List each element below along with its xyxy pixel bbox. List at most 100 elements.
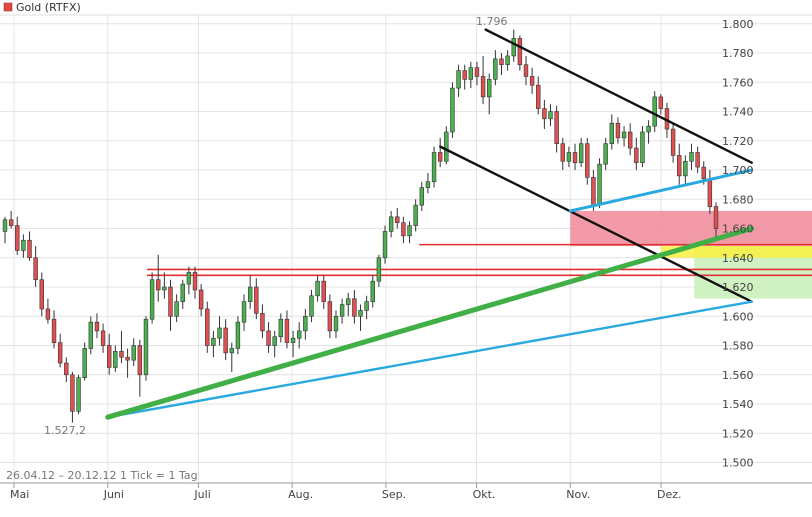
price-zone [570, 210, 812, 247]
trend-line [105, 226, 755, 420]
y-tick-label: 1.680 [722, 193, 754, 206]
candles [2, 29, 719, 423]
candle-body [223, 327, 228, 354]
candle-body [487, 79, 492, 98]
candle-body [352, 298, 357, 317]
y-tick-label: 1.560 [722, 369, 754, 382]
candle-body [456, 70, 461, 89]
candle-body [211, 337, 216, 346]
candle-body [591, 177, 596, 206]
candle-body [82, 348, 87, 379]
candle-body [370, 280, 375, 302]
x-tick-label: Aug. [288, 488, 313, 501]
candle-body [131, 345, 136, 361]
trend-line [106, 300, 753, 419]
candle-body [701, 166, 706, 180]
candle-body [119, 351, 124, 358]
candle-body [113, 351, 118, 368]
y-tick-label: 1.540 [722, 398, 754, 411]
candle-body [2, 219, 8, 232]
candle-body [346, 298, 351, 305]
candle-body [566, 152, 572, 162]
candle-body [621, 131, 627, 139]
low-label: 1.527,2 [44, 424, 86, 437]
candle-body [168, 286, 173, 317]
y-tick-label: 1.500 [722, 457, 754, 470]
candle-body [572, 152, 578, 164]
candle-body [156, 279, 161, 291]
y-tick-label: 1.620 [722, 281, 754, 294]
candle-body [646, 125, 651, 133]
candle-body [321, 280, 326, 302]
candle-body [670, 128, 676, 156]
candle-body [45, 308, 51, 320]
candle-body [450, 87, 455, 133]
candle-body [143, 318, 149, 376]
candle-body [609, 122, 615, 144]
trend-line [484, 28, 753, 164]
candle-body [505, 55, 510, 66]
candle-body [39, 279, 44, 310]
candle-body [554, 111, 559, 145]
candle-body [333, 315, 339, 332]
candle-body [713, 206, 719, 229]
candle-body [468, 67, 474, 80]
candle-body [260, 313, 265, 332]
y-tick-label: 1.740 [722, 106, 754, 119]
candle-body [57, 342, 63, 364]
candle-body [437, 152, 443, 162]
candle-body [229, 348, 234, 354]
candle-body [707, 178, 713, 207]
candle-body [125, 356, 130, 361]
y-tick-label: 1.760 [722, 76, 754, 89]
candle-body [542, 108, 547, 120]
candle-body [297, 330, 302, 339]
candle-body [266, 330, 271, 346]
candle-body [444, 131, 449, 162]
candle-body [652, 96, 657, 127]
candle-body [597, 163, 602, 206]
candle-body [536, 84, 541, 109]
high-label: 1.796 [476, 15, 508, 28]
candle-body [689, 152, 694, 162]
candle-body [615, 122, 621, 139]
candle-body [235, 321, 241, 349]
y-tick-label: 1.800 [722, 18, 754, 31]
candle-body [413, 204, 418, 226]
candle-body [149, 279, 155, 320]
candle-body [511, 38, 516, 57]
candle-body [315, 280, 320, 297]
y-tick-label: 1.780 [722, 47, 754, 60]
candle-body [376, 257, 382, 282]
trend-line [439, 145, 753, 303]
candle-body [517, 38, 523, 66]
candle-body [33, 257, 38, 281]
candle-body [174, 301, 179, 317]
candle-body [401, 222, 406, 237]
x-tick-label: Mai [10, 488, 29, 501]
y-tick-label: 1.600 [722, 310, 754, 323]
candle-body [309, 295, 314, 317]
range-info: 26.04.12 – 20.12.12 1 Tick = 1 Tag [6, 469, 198, 482]
candle-body [162, 286, 167, 291]
legend-label: Gold (RTFX) [16, 1, 81, 14]
trend-lines [105, 28, 755, 420]
candle-body [578, 143, 584, 164]
candle-body [8, 219, 14, 226]
candle-body [106, 345, 112, 368]
candle-body [634, 147, 639, 164]
y-tick-label: 1.580 [722, 340, 754, 353]
candle-body [388, 216, 394, 232]
y-axis: 1.800 1.780 1.760 1.740 1.720 1.700 1.680 1.660… [722, 18, 754, 470]
zones [570, 210, 812, 299]
candle-body [100, 330, 106, 346]
candle-body [21, 239, 26, 251]
candle-body [683, 160, 688, 177]
candle-body [640, 131, 645, 164]
candle-body [254, 286, 259, 314]
y-tick-label: 1.720 [722, 135, 754, 148]
candle-body [523, 64, 529, 77]
candle-body [192, 272, 198, 291]
y-tick-label: 1.660 [722, 223, 754, 236]
